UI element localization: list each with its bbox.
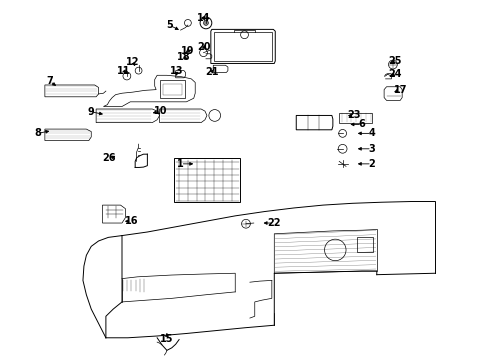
Text: 1: 1 <box>177 159 184 169</box>
Text: 21: 21 <box>205 67 219 77</box>
Text: 10: 10 <box>154 106 168 116</box>
Text: 2: 2 <box>368 159 375 169</box>
Text: 9: 9 <box>88 107 95 117</box>
Text: 7: 7 <box>47 76 53 86</box>
Text: 22: 22 <box>268 218 281 228</box>
Text: 3: 3 <box>368 144 375 154</box>
Text: 13: 13 <box>170 66 183 76</box>
Text: 4: 4 <box>368 129 375 138</box>
Text: 5: 5 <box>166 20 172 30</box>
Text: 20: 20 <box>197 42 210 51</box>
Text: 24: 24 <box>389 69 402 79</box>
Text: 6: 6 <box>359 120 366 129</box>
Text: 12: 12 <box>126 57 140 67</box>
Text: 25: 25 <box>389 56 402 66</box>
Text: 8: 8 <box>34 129 41 138</box>
Text: 26: 26 <box>102 153 116 163</box>
Text: 18: 18 <box>177 52 191 62</box>
Text: 23: 23 <box>347 111 361 121</box>
Text: 15: 15 <box>160 333 173 343</box>
Text: 19: 19 <box>181 46 195 56</box>
Circle shape <box>203 21 208 25</box>
Text: 14: 14 <box>197 13 210 23</box>
Text: 11: 11 <box>117 66 131 76</box>
Text: 16: 16 <box>125 216 139 226</box>
Text: 17: 17 <box>393 85 407 95</box>
